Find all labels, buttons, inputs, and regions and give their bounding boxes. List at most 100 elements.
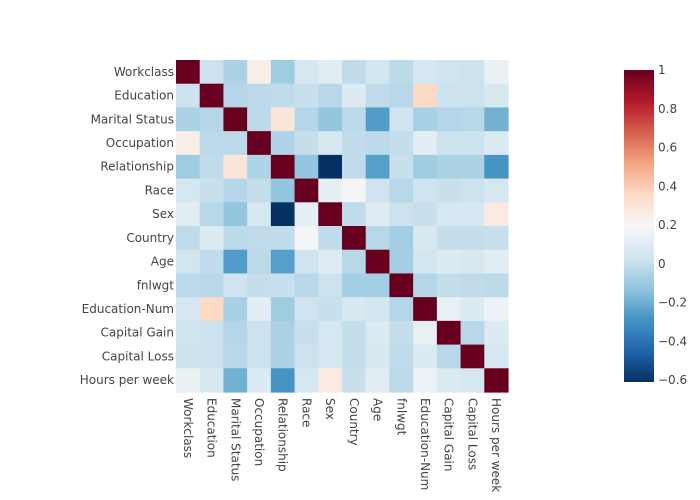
heatmap-cell[interactable] — [342, 226, 367, 251]
heatmap-cell[interactable] — [365, 226, 391, 251]
heatmap-cell[interactable] — [318, 154, 343, 180]
heatmap-cell[interactable] — [484, 60, 509, 85]
heatmap-cell[interactable] — [436, 154, 462, 180]
heatmap-cell[interactable] — [223, 131, 248, 156]
heatmap-cell[interactable] — [413, 273, 438, 298]
heatmap-cell[interactable] — [247, 60, 272, 85]
heatmap-cell[interactable] — [460, 154, 485, 180]
heatmap-cell[interactable] — [318, 178, 343, 203]
heatmap-cell[interactable] — [223, 178, 248, 203]
heatmap-cell[interactable] — [318, 226, 343, 251]
heatmap-cell[interactable] — [460, 297, 485, 322]
heatmap-cell[interactable] — [270, 344, 296, 369]
heatmap-cell[interactable] — [223, 249, 248, 275]
heatmap-cell[interactable] — [223, 320, 248, 346]
heatmap-cell[interactable] — [199, 297, 225, 322]
heatmap-cell[interactable] — [199, 226, 225, 251]
heatmap-cell[interactable] — [199, 154, 225, 180]
heatmap-cell[interactable] — [199, 368, 225, 393]
heatmap-cell[interactable] — [199, 344, 225, 369]
heatmap-cell[interactable] — [342, 249, 367, 275]
heatmap-cell[interactable] — [247, 131, 272, 156]
heatmap-cell[interactable] — [247, 320, 272, 346]
heatmap-cell[interactable] — [413, 83, 438, 109]
heatmap-cell[interactable] — [389, 202, 414, 227]
heatmap-cell[interactable] — [247, 107, 272, 132]
heatmap-cell[interactable] — [223, 107, 248, 132]
heatmap-cell[interactable] — [247, 249, 272, 275]
heatmap-cell[interactable] — [223, 297, 248, 322]
heatmap-cell[interactable] — [389, 297, 414, 322]
heatmap-cell[interactable] — [199, 249, 225, 275]
heatmap-cell[interactable] — [389, 320, 414, 346]
heatmap-cell[interactable] — [484, 273, 509, 298]
heatmap-cell[interactable] — [294, 178, 319, 203]
heatmap-cell[interactable] — [223, 273, 248, 298]
heatmap-cell[interactable] — [176, 154, 201, 180]
heatmap-cell[interactable] — [247, 154, 272, 180]
heatmap-cell[interactable] — [460, 60, 485, 85]
heatmap-cell[interactable] — [413, 107, 438, 132]
heatmap-cell[interactable] — [176, 320, 201, 346]
heatmap-cell[interactable] — [318, 273, 343, 298]
heatmap-cell[interactable] — [365, 154, 391, 180]
heatmap-cell[interactable] — [460, 131, 485, 156]
heatmap-cell[interactable] — [365, 178, 391, 203]
heatmap-cell[interactable] — [247, 344, 272, 369]
heatmap-cell[interactable] — [247, 178, 272, 203]
heatmap-cell[interactable] — [389, 83, 414, 109]
heatmap-cell[interactable] — [389, 178, 414, 203]
heatmap-cell[interactable] — [413, 202, 438, 227]
heatmap-cell[interactable] — [318, 83, 343, 109]
heatmap-cell[interactable] — [247, 226, 272, 251]
heatmap-cell[interactable] — [318, 249, 343, 275]
heatmap-cell[interactable] — [484, 178, 509, 203]
heatmap-cell[interactable] — [460, 107, 485, 132]
heatmap-cell[interactable] — [294, 297, 319, 322]
heatmap-cell[interactable] — [342, 178, 367, 203]
heatmap-cell[interactable] — [342, 297, 367, 322]
heatmap-cell[interactable] — [365, 60, 391, 85]
heatmap-cell[interactable] — [460, 178, 485, 203]
heatmap-cell[interactable] — [247, 273, 272, 298]
heatmap-cell[interactable] — [270, 60, 296, 85]
heatmap-cell[interactable] — [294, 154, 319, 180]
heatmap-cell[interactable] — [389, 107, 414, 132]
heatmap-cell[interactable] — [342, 131, 367, 156]
heatmap-cell[interactable] — [199, 60, 225, 85]
heatmap-cell[interactable] — [365, 202, 391, 227]
heatmap-cell[interactable] — [413, 320, 438, 346]
heatmap-cell[interactable] — [247, 297, 272, 322]
heatmap-cell[interactable] — [389, 368, 414, 393]
heatmap-cell[interactable] — [270, 178, 296, 203]
heatmap-cell[interactable] — [460, 320, 485, 346]
heatmap-cell[interactable] — [484, 83, 509, 109]
heatmap-cell[interactable] — [484, 131, 509, 156]
heatmap-cell[interactable] — [247, 368, 272, 393]
heatmap-cell[interactable] — [436, 368, 462, 393]
heatmap-cell[interactable] — [460, 368, 485, 393]
heatmap-cell[interactable] — [365, 131, 391, 156]
heatmap-cell[interactable] — [389, 226, 414, 251]
heatmap-cell[interactable] — [436, 320, 462, 346]
heatmap-cell[interactable] — [318, 320, 343, 346]
heatmap-cell[interactable] — [484, 154, 509, 180]
heatmap-cell[interactable] — [176, 273, 201, 298]
heatmap-cell[interactable] — [176, 344, 201, 369]
heatmap-cell[interactable] — [176, 83, 201, 109]
heatmap-cell[interactable] — [270, 273, 296, 298]
heatmap-cell[interactable] — [294, 368, 319, 393]
heatmap-cell[interactable] — [223, 83, 248, 109]
heatmap-cell[interactable] — [294, 202, 319, 227]
heatmap-cell[interactable] — [270, 226, 296, 251]
heatmap-cell[interactable] — [294, 60, 319, 85]
heatmap-cell[interactable] — [294, 320, 319, 346]
heatmap-cell[interactable] — [223, 154, 248, 180]
heatmap-cell[interactable] — [413, 297, 438, 322]
heatmap-cell[interactable] — [342, 344, 367, 369]
heatmap-cell[interactable] — [342, 83, 367, 109]
heatmap-cell[interactable] — [413, 344, 438, 369]
heatmap-cell[interactable] — [318, 107, 343, 132]
heatmap-cell[interactable] — [460, 249, 485, 275]
heatmap-cell[interactable] — [365, 368, 391, 393]
